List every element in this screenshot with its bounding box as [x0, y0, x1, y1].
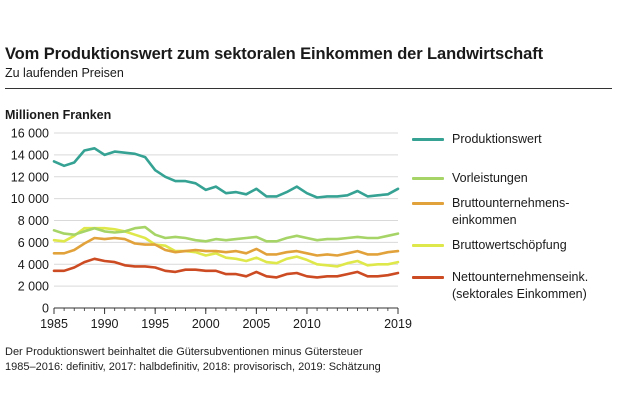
legend-bruttounternehmenseinkommen-label: Bruttounternehmens-einkommen	[452, 196, 570, 227]
legend-nettounternehmenseinkommen-swatch	[412, 276, 444, 279]
title-divider	[5, 88, 612, 89]
legend-bruttowertschoepfung-label: Bruttowertschöpfung	[452, 238, 567, 252]
footnote-data-status: 1985–2016: definitiv, 2017: halbdefiniti…	[5, 361, 381, 373]
x-tick-label: 2000	[192, 317, 220, 331]
legend-bruttowertschoepfung-swatch	[412, 244, 444, 247]
y-tick-label: 6 000	[18, 236, 49, 250]
y-axis-unit-label: Millionen Franken	[5, 108, 112, 122]
y-tick-label: 16 000	[11, 127, 49, 141]
legend-vorleistungen-label: Vorleistungen	[452, 171, 528, 185]
line-vorleistungen	[52, 225, 400, 243]
y-tick-label: 0	[42, 302, 49, 316]
y-tick-label: 8 000	[18, 214, 49, 228]
legend-bruttounternehmenseinkommen-swatch	[412, 202, 444, 205]
x-tick-label: 1990	[91, 317, 119, 331]
legend-nettounternehmenseinkommen-label: Nettounternehmenseink. (sektorales Einkom…	[452, 270, 589, 301]
y-tick-label: 14 000	[11, 148, 49, 162]
legend-vorleistungen-swatch	[412, 177, 444, 180]
footnote-subsidies: Der Produktionswert beinhaltet die Güter…	[5, 346, 363, 358]
line-produktionswert	[52, 147, 400, 199]
chart-subtitle: Zu laufenden Preisen	[5, 66, 124, 80]
x-tick-label: 1985	[40, 317, 68, 331]
y-tick-label: 4 000	[18, 258, 49, 272]
y-tick-label: 10 000	[11, 192, 49, 206]
x-tick-label: 2010	[293, 317, 321, 331]
x-tick-label: 2019	[384, 317, 412, 331]
x-tick-label: 1995	[141, 317, 169, 331]
line-nettounternehmenseinkommen	[52, 257, 400, 279]
legend-produktionswert-swatch	[412, 138, 444, 141]
y-tick-label: 12 000	[11, 170, 49, 184]
x-tick-label: 2005	[242, 317, 270, 331]
line-bruttounternehmenseinkommen	[52, 236, 400, 257]
y-tick-label: 2 000	[18, 280, 49, 294]
line-bruttowertschoepfung	[52, 226, 400, 268]
legend-produktionswert-label: Produktionswert	[452, 132, 542, 146]
chart-title: Vom Produktionswert zum sektoralen Einko…	[5, 45, 543, 63]
